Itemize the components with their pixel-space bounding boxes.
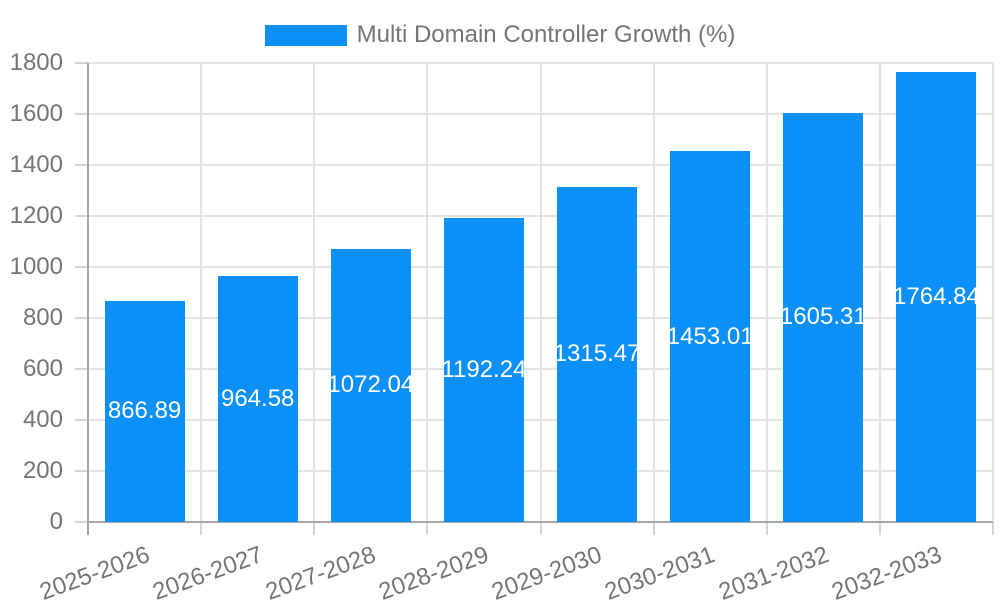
x-tick — [992, 522, 994, 535]
x-axis-line — [88, 521, 993, 523]
x-axis-label: 2031-2032 — [714, 541, 832, 600]
y-tick — [75, 368, 88, 370]
y-tick — [75, 215, 88, 217]
y-axis-label: 1000 — [9, 253, 63, 280]
plot-area: 0 200 400 600 800 1000 1200 1400 1600 1800 866.89 2… — [10, 51, 994, 600]
bar[interactable] — [330, 248, 411, 522]
v-gridline — [539, 63, 542, 522]
bar-value-label: 1453.01 — [666, 322, 754, 350]
bar-value-label: 1315.47 — [553, 340, 641, 368]
v-gridline — [878, 63, 881, 522]
v-gridline — [200, 63, 203, 522]
v-gridline — [313, 63, 316, 522]
y-axis-label: 800 — [22, 304, 63, 331]
x-axis-label: 2026-2027 — [149, 541, 267, 600]
bar[interactable] — [557, 186, 638, 522]
bar-value-label: 1072.04 — [327, 371, 415, 399]
x-axis-label: 2027-2028 — [262, 541, 380, 600]
y-axis-label: 1800 — [9, 49, 63, 76]
bar-value-label: 1764.84 — [893, 282, 980, 310]
y-tick — [75, 266, 88, 268]
x-tick — [878, 522, 881, 535]
x-tick — [652, 522, 655, 535]
legend-label: Multi Domain Controller Growth (%) — [356, 21, 736, 48]
v-gridline — [765, 63, 768, 522]
bar-value-label: 1605.31 — [779, 303, 867, 331]
y-tick — [75, 113, 88, 115]
bar[interactable] — [670, 151, 751, 522]
y-tick — [75, 164, 88, 166]
v-gridline — [426, 63, 429, 522]
x-axis-label: 2025-2026 — [36, 541, 154, 600]
y-tick — [75, 317, 88, 319]
bar-value-label: 866.89 — [107, 397, 182, 425]
y-axis-label: 400 — [22, 406, 63, 433]
x-tick — [539, 522, 542, 535]
y-axis-label: 0 — [49, 508, 63, 535]
bar[interactable] — [217, 276, 298, 522]
bar[interactable] — [443, 217, 524, 522]
y-axis-label: 1200 — [9, 202, 63, 229]
y-tick — [75, 470, 88, 472]
y-tick — [75, 419, 88, 421]
x-tick — [200, 522, 203, 535]
v-gridline — [652, 63, 655, 522]
y-axis-label: 600 — [22, 355, 63, 382]
y-axis-line — [87, 63, 89, 535]
bar[interactable] — [896, 71, 977, 522]
x-tick — [313, 522, 316, 535]
x-axis-label: 2028-2029 — [375, 541, 493, 600]
bar-value-label: 1192.24 — [441, 355, 527, 383]
x-tick — [426, 522, 429, 535]
x-axis-label: 2030-2031 — [601, 541, 719, 600]
x-tick — [765, 522, 768, 535]
v-gridline — [992, 63, 994, 522]
y-axis-label: 200 — [22, 457, 63, 484]
legend-swatch — [264, 24, 347, 46]
y-tick — [75, 62, 88, 64]
chart-legend: Multi Domain Controller Growth (%) — [0, 20, 1000, 50]
y-axis-label: 1600 — [9, 100, 63, 127]
x-axis-label: 2029-2030 — [488, 541, 606, 600]
bar[interactable] — [783, 112, 864, 522]
y-axis-label: 1400 — [9, 151, 63, 178]
bar-value-label: 964.58 — [220, 385, 295, 413]
x-axis-label: 2032-2033 — [827, 541, 945, 600]
bar[interactable] — [104, 300, 185, 522]
y-tick — [75, 521, 88, 523]
